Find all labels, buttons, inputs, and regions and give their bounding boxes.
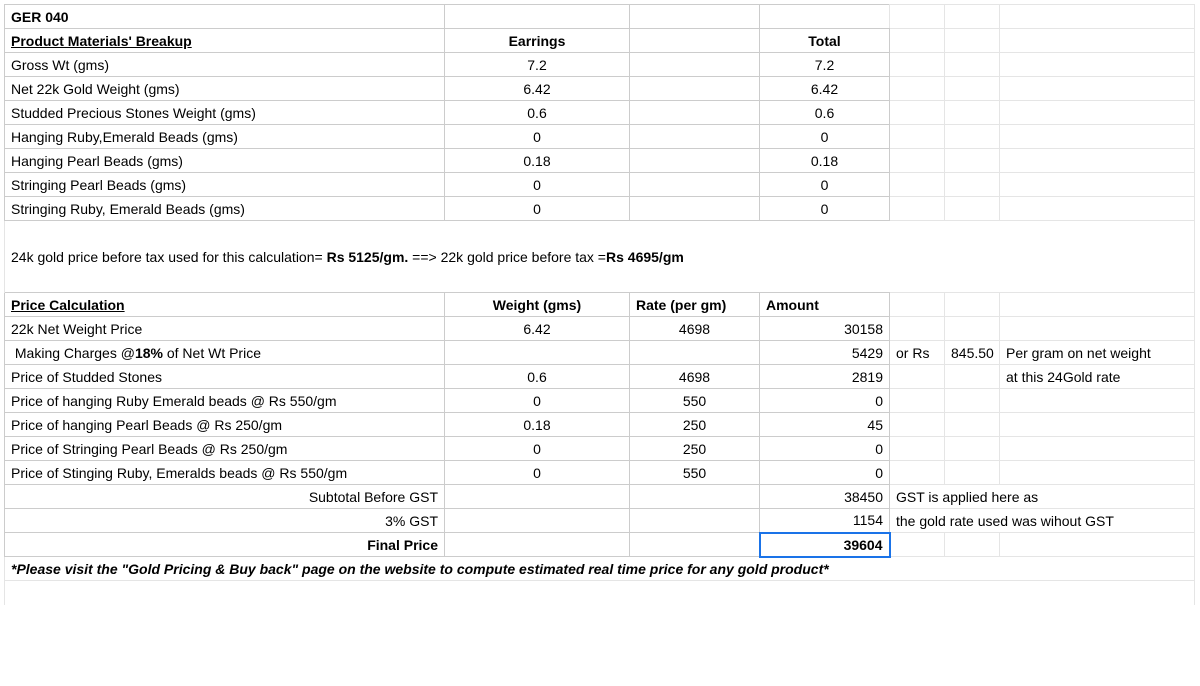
table-row: Net 22k Gold Weight (gms)6.426.42	[5, 77, 1195, 101]
table-row: Price of Stringing Pearl Beads @ Rs 250/…	[5, 437, 1195, 461]
calc-header-row: Price Calculation Weight (gms) Rate (per…	[5, 293, 1195, 317]
product-code-row: GER 040	[5, 5, 1195, 29]
table-row: Price of Studded Stones0.646982819at thi…	[5, 365, 1195, 389]
table-row: Hanging Pearl Beads (gms)0.180.18	[5, 149, 1195, 173]
table-row: Stringing Ruby, Emerald Beads (gms)00	[5, 197, 1195, 221]
table-row: Price of hanging Ruby Emerald beads @ Rs…	[5, 389, 1195, 413]
table-row: Hanging Ruby,Emerald Beads (gms)00	[5, 125, 1195, 149]
gst-row: 3% GST1154the gold rate used was wihout …	[5, 509, 1195, 533]
breakup-header-row: Product Materials' Breakup Earrings Tota…	[5, 29, 1195, 53]
footer-row: *Please visit the "Gold Pricing & Buy ba…	[5, 557, 1195, 581]
table-row: Stringing Pearl Beads (gms)00	[5, 173, 1195, 197]
calc-col-amount[interactable]: Amount	[760, 293, 890, 317]
final-price-cell[interactable]: 39604	[760, 533, 890, 557]
final-price-row: Final Price39604	[5, 533, 1195, 557]
pricing-table: GER 040 Product Materials' Breakup Earri…	[4, 4, 1195, 605]
table-row: Price of hanging Pearl Beads @ Rs 250/gm…	[5, 413, 1195, 437]
calc-title[interactable]: Price Calculation	[5, 293, 445, 317]
table-row: Making Charges @18% of Net Wt Price5429o…	[5, 341, 1195, 365]
table-row: 22k Net Weight Price6.42469830158	[5, 317, 1195, 341]
calc-col-weight[interactable]: Weight (gms)	[445, 293, 630, 317]
subtotal-row: Subtotal Before GST38450GST is applied h…	[5, 485, 1195, 509]
product-code[interactable]: GER 040	[5, 5, 445, 29]
gold-note-cell[interactable]: 24k gold price before tax used for this …	[5, 245, 1195, 269]
breakup-col1[interactable]: Earrings	[445, 29, 630, 53]
table-row: Price of Stinging Ruby, Emeralds beads @…	[5, 461, 1195, 485]
gold-note-row: 24k gold price before tax used for this …	[5, 245, 1195, 269]
breakup-col2[interactable]: Total	[760, 29, 890, 53]
calc-col-rate[interactable]: Rate (per gm)	[630, 293, 760, 317]
table-row: Studded Precious Stones Weight (gms)0.60…	[5, 101, 1195, 125]
footer-note[interactable]: *Please visit the "Gold Pricing & Buy ba…	[5, 557, 1195, 581]
table-row: Gross Wt (gms)7.27.2	[5, 53, 1195, 77]
breakup-title[interactable]: Product Materials' Breakup	[5, 29, 445, 53]
